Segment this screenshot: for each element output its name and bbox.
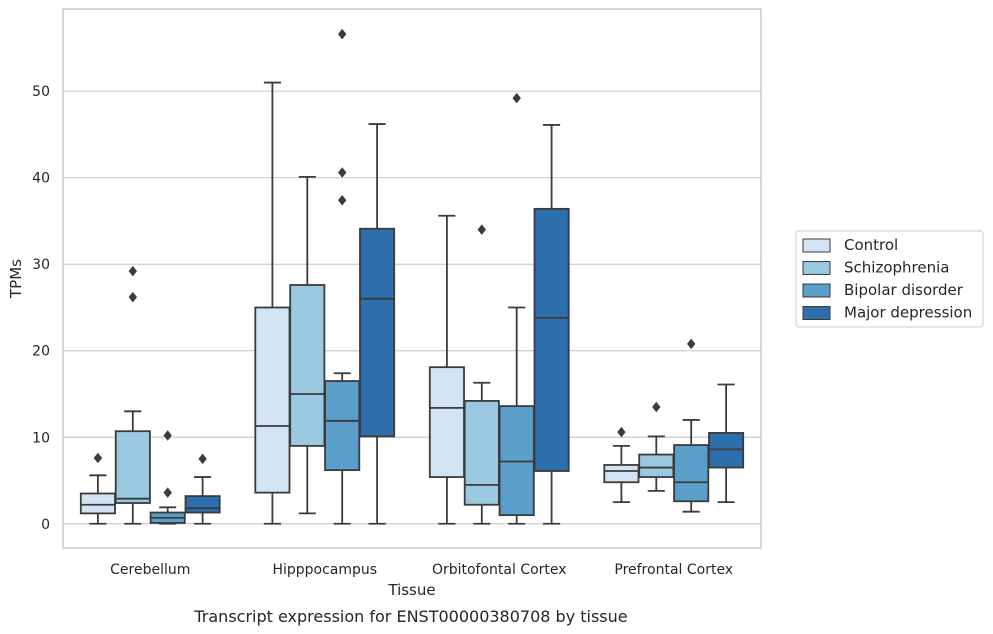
outlier-point (617, 426, 626, 438)
x-tick-label: Cerebellum (110, 562, 190, 578)
outlier-point (198, 453, 207, 465)
box (673, 338, 710, 513)
x-tick-label: Orbitofontal Cortex (432, 562, 567, 578)
box-body (673, 444, 710, 503)
plot-area-frame (62, 8, 762, 549)
y-axis-label: TPMs (7, 259, 25, 299)
legend-label: Control (844, 236, 898, 254)
box (289, 175, 326, 515)
x-tick-labels: Cerebellum Hipppocampus Orbitofontal Corte… (110, 562, 733, 578)
gridlines (63, 90, 761, 525)
figure-caption: Transcript expression for ENST0000038070… (193, 607, 627, 626)
outlier-point (512, 92, 521, 104)
x-tick-label: Prefrontal Cortex (614, 562, 733, 578)
box-groups (79, 28, 745, 525)
outlier-point (338, 167, 347, 178)
box-body (533, 207, 570, 472)
box-body (114, 430, 151, 504)
box-body (289, 284, 326, 447)
box-body (79, 492, 116, 515)
box-body (463, 400, 500, 506)
box (463, 224, 500, 525)
box-group (79, 265, 221, 525)
legend: Control Schizophrenia Bipolar disorder Majo… (795, 230, 984, 328)
outlier-point (687, 338, 696, 350)
box-body (603, 464, 640, 484)
box-group (254, 28, 396, 525)
y-tick-label: 40 (32, 171, 50, 187)
box (533, 124, 570, 525)
outlier-point (128, 291, 137, 303)
y-tick-label: 0 (41, 517, 50, 533)
box (149, 430, 186, 525)
box (79, 452, 116, 525)
box-body (359, 227, 396, 438)
box (254, 81, 291, 525)
legend-frame (795, 230, 984, 328)
box-body (184, 495, 221, 514)
box (324, 28, 361, 525)
x-axis-label: Tissue (387, 581, 435, 599)
legend-label: Major depression (844, 304, 972, 322)
legend-swatch (802, 283, 831, 298)
legend-item: Control (802, 236, 898, 254)
legend-item: Schizophrenia (802, 259, 949, 277)
outlier-point (477, 224, 486, 235)
legend-item: Bipolar disorder (802, 281, 964, 299)
legend-label: Bipolar disorder (844, 281, 964, 299)
box (603, 426, 640, 504)
y-tick-label: 50 (32, 84, 50, 100)
x-tick-label: Hipppocampus (272, 562, 377, 578)
y-tick-labels: 0 10 20 30 40 50 (32, 84, 50, 533)
box (184, 453, 221, 525)
legend-swatch (802, 261, 831, 275)
box-body (428, 366, 465, 478)
outlier-point (652, 401, 661, 413)
box (708, 383, 745, 504)
y-tick-label: 20 (32, 344, 50, 360)
outlier-point (338, 194, 347, 206)
box-body (638, 453, 675, 478)
box (114, 265, 151, 525)
box-body (254, 306, 291, 494)
legend-label: Schizophrenia (844, 259, 949, 277)
box (359, 123, 396, 525)
box-body (324, 380, 361, 472)
box (638, 401, 675, 492)
outlier-point (163, 487, 172, 498)
legend-item: Major depression (802, 304, 972, 322)
y-tick-label: 10 (32, 430, 50, 446)
outlier-point (163, 430, 172, 441)
outlier-point (128, 265, 137, 277)
legend-swatch (802, 238, 831, 253)
box (498, 92, 535, 525)
y-tick-label: 30 (32, 257, 50, 273)
outlier-point (93, 452, 103, 464)
legend-swatch (802, 306, 831, 320)
box (428, 214, 465, 525)
outlier-point (338, 28, 347, 40)
box-group (603, 338, 745, 513)
box-group (428, 92, 570, 525)
